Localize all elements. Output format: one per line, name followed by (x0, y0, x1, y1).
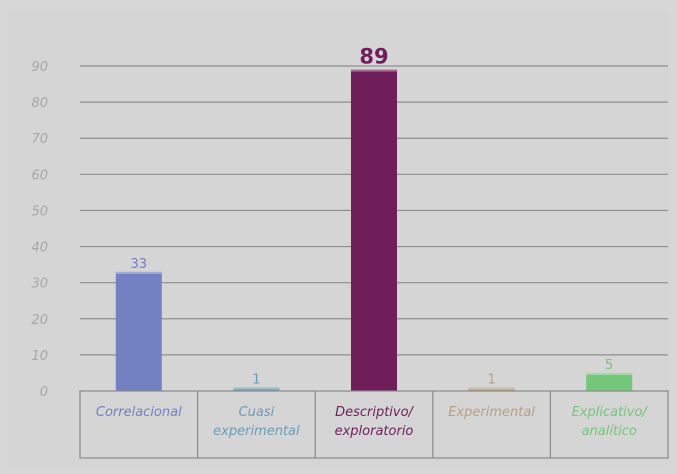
bar (351, 69, 397, 391)
value-labels: 33 1 89 1 5 (131, 45, 614, 388)
value-label: 1 (252, 372, 260, 387)
value-label: 89 (359, 45, 388, 69)
bar-highlight (586, 372, 633, 375)
category-label: Experimental (448, 405, 535, 420)
category-label: Cuasi experimental (213, 405, 300, 439)
bar-highlight (468, 387, 515, 390)
bar (468, 387, 515, 391)
bar-highlight (115, 271, 162, 274)
y-axis-ticks: 0 10 20 30 40 50 60 70 80 90 (31, 60, 48, 400)
y-tick-label: 10 (31, 349, 48, 364)
bar-highlight (233, 387, 280, 390)
bar (115, 271, 162, 391)
y-tick-label: 90 (31, 60, 48, 75)
bar-highlight (351, 69, 397, 72)
value-label: 5 (605, 358, 613, 373)
value-label: 1 (487, 372, 495, 387)
value-label: 33 (131, 257, 148, 272)
bar (233, 387, 280, 391)
y-tick-label: 50 (31, 204, 48, 219)
bar (586, 372, 633, 391)
y-tick-label: 60 (31, 168, 48, 183)
category-table: Correlacional Cuasi experimental Descriptiv… (79, 390, 669, 459)
y-tick-label: 0 (40, 385, 48, 400)
y-tick-label: 40 (31, 241, 48, 256)
plot-background (8, 10, 670, 465)
y-tick-label: 70 (31, 132, 48, 147)
y-tick-label: 20 (31, 313, 48, 328)
y-tick-label: 30 (31, 277, 48, 292)
category-table-border (79, 390, 669, 459)
category-label: Descriptivo/exploratorio (335, 405, 415, 439)
bars (115, 69, 633, 391)
category-label: Explicativo/analítico (572, 405, 649, 439)
y-tick-label: 80 (31, 96, 48, 111)
category-label: Correlacional (96, 405, 182, 420)
